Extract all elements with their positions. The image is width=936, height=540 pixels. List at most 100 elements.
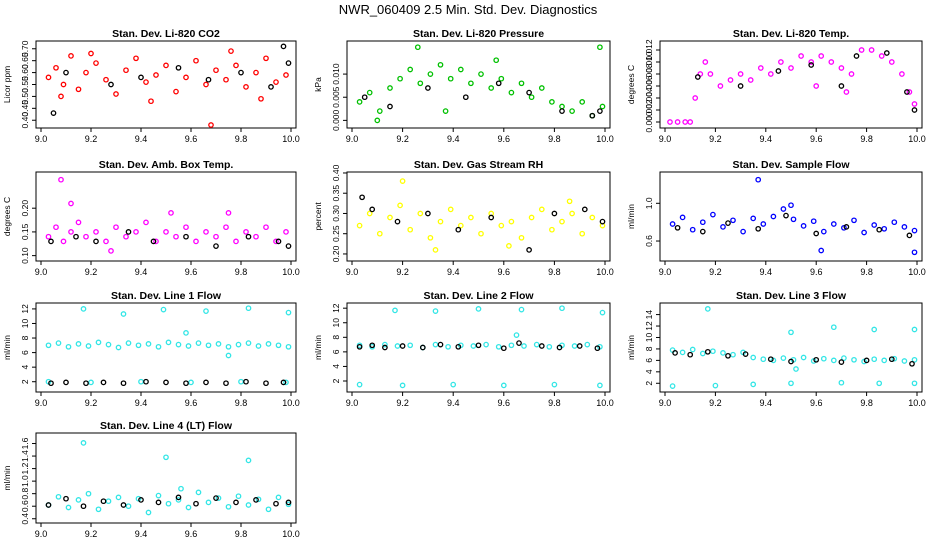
x-tick-label: 9.6: [185, 267, 198, 277]
y-tick-label: 12: [20, 304, 30, 314]
data-point-ref: [853, 53, 860, 59]
y-tick-label: 0.40: [331, 164, 341, 181]
main-title: NWR_060409 2.5 Min. Std. Dev. Diagnostic…: [338, 2, 598, 17]
data-point-ref: [863, 357, 870, 364]
data-point-main: [699, 350, 706, 357]
x-tick-label: 9.0: [346, 134, 359, 144]
data-point-main: [891, 355, 898, 362]
data-point-ref: [500, 345, 507, 352]
y-tick-label: 0.35: [331, 185, 341, 202]
x-tick-label: 10.0: [596, 398, 614, 408]
data-point-main: [417, 210, 424, 217]
data-point-ref: [245, 233, 252, 240]
chart-title: Stan. Dev. Line 1 Flow: [111, 290, 222, 302]
y-tick-label: 10: [644, 332, 654, 342]
chart-title: Stan. Dev. Li-820 Pressure: [413, 28, 544, 40]
data-point-main: [747, 77, 754, 83]
data-point-main: [911, 227, 918, 234]
y-tick-label: 10: [331, 318, 341, 328]
data-point-ref: [462, 94, 469, 101]
data-point-main: [468, 80, 474, 87]
data-point-main: [830, 221, 837, 227]
data-point-main: [508, 342, 515, 349]
data-point-main: [183, 224, 189, 231]
data-point-main: [85, 490, 92, 497]
y-tick-label: 0.60: [20, 64, 30, 81]
data-point-main: [215, 495, 222, 501]
y-tick-label: 0.45: [20, 100, 30, 117]
data-point-main: [103, 238, 109, 245]
data-point-main: [93, 60, 99, 66]
data-point-main: [911, 380, 918, 387]
data-point-main: [447, 206, 454, 213]
data-point-ref: [285, 243, 292, 249]
chart-panel-1: Stan. Dev. Li-820 CO2 Licor ppm 9.0 9.2 9.4 9…: [2, 28, 300, 144]
y-tick-label: 12: [331, 303, 341, 313]
data-point-main: [45, 233, 52, 240]
data-point-ref: [581, 206, 588, 213]
y-tick-label: 0.000: [644, 111, 654, 133]
data-point-main: [679, 214, 686, 221]
data-point-ref: [108, 81, 114, 88]
data-point-ref: [387, 103, 393, 110]
y-axis-label: percent: [313, 202, 323, 231]
data-point-main: [437, 218, 444, 225]
y-tick-label: 1.0: [20, 475, 30, 487]
data-point-main: [800, 354, 807, 361]
data-point-main: [549, 99, 555, 105]
y-tick-label: 0.70: [20, 40, 30, 57]
x-tick-label: 9.0: [659, 134, 672, 144]
data-point-main: [145, 341, 152, 347]
data-point-main: [710, 348, 716, 355]
data-point-main: [858, 47, 865, 53]
y-tick-label: 0.10: [20, 247, 30, 264]
data-point-main: [245, 305, 252, 312]
data-point-main: [750, 215, 757, 222]
data-point-main: [195, 340, 202, 346]
data-point-main: [483, 341, 489, 348]
chart-panel-4: Stan. Dev. Amb. Box Temp. degrees C 9.0 9.2…: [2, 159, 300, 277]
data-point-ref: [888, 356, 895, 363]
data-point-ref: [475, 342, 482, 349]
points-layer: [45, 305, 292, 387]
plot-frame: [346, 171, 611, 262]
data-point-main: [427, 71, 434, 77]
data-point-ref: [138, 497, 144, 503]
data-point-main: [143, 79, 149, 85]
data-point-ref: [175, 494, 182, 501]
data-point-main: [195, 489, 202, 496]
data-point-main: [828, 59, 835, 65]
data-point-main: [906, 89, 913, 95]
chart-panel-8: Stan. Dev. Line 2 Flow ml/min 9.0 9.2 9.4 9.6…: [313, 290, 614, 408]
data-point-main: [273, 238, 279, 245]
data-point-main: [674, 119, 681, 125]
data-point-ref: [63, 69, 69, 76]
data-point-main: [397, 75, 403, 82]
data-point-ref: [193, 500, 199, 507]
data-point-main: [205, 342, 212, 349]
data-point-ref: [783, 212, 789, 219]
y-tick-label: 0.000: [331, 109, 341, 131]
points-layer: [356, 305, 606, 389]
data-point-main: [233, 238, 239, 245]
data-point-main: [780, 355, 787, 361]
data-point-main: [710, 211, 716, 218]
data-point-main: [899, 71, 905, 77]
data-point-main: [841, 355, 847, 361]
data-point-main: [55, 493, 62, 500]
data-point-ref: [183, 233, 189, 240]
data-point-main: [125, 340, 132, 346]
data-point-ref: [399, 343, 406, 349]
y-tick-label: 6: [20, 350, 30, 355]
data-point-main: [589, 214, 596, 221]
y-tick-label: 0.65: [20, 52, 30, 69]
x-tick-label: 9.4: [447, 134, 460, 144]
data-point-ref: [138, 74, 144, 81]
chart-title: Stan. Dev. Li-820 Temp.: [733, 28, 849, 40]
data-point-main: [75, 86, 82, 93]
data-point-ref: [285, 499, 292, 506]
data-point-main: [911, 249, 918, 256]
data-point-ref: [526, 89, 532, 96]
data-point-ref: [80, 503, 87, 510]
data-point-main: [500, 382, 507, 389]
